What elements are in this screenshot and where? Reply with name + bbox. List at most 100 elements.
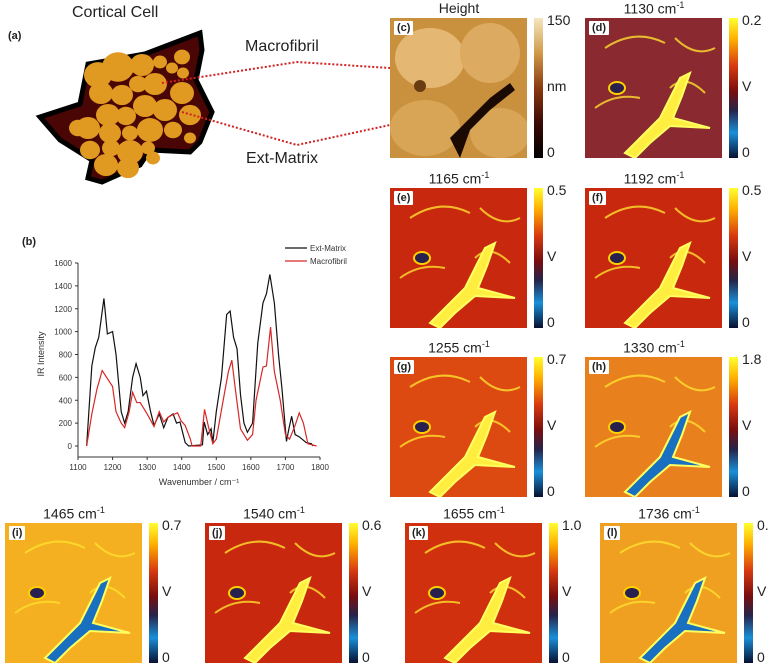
colorbar-unit: V (742, 78, 752, 94)
map-title: 1192 cm-1 (579, 170, 729, 187)
colorbar (549, 523, 558, 663)
colorbar (149, 523, 158, 663)
map-image: (e) (390, 188, 527, 328)
unit-superscript: -1 (481, 339, 490, 349)
macrofibril-circle (133, 94, 157, 118)
y-tick-label: 1000 (54, 328, 72, 337)
map-image: (h) (585, 357, 722, 497)
map-image: (g) (390, 357, 527, 497)
colorbar-min: 0 (742, 144, 750, 160)
map-title: Height (384, 0, 534, 16)
macrofibril-circle (102, 52, 134, 82)
y-tick-label: 800 (59, 351, 73, 360)
unit-superscript: -1 (691, 505, 700, 515)
colorbar-min: 0 (742, 314, 750, 330)
unit-superscript: -1 (676, 339, 685, 349)
y-tick-label: 1400 (54, 282, 72, 291)
map-panel-label: (h) (589, 360, 610, 374)
colorbar-max: 0.2 (742, 12, 762, 28)
colorbar-min: 0 (547, 314, 555, 330)
map-image: (l) (600, 523, 737, 663)
colorbar-min: 0 (757, 649, 765, 665)
map-title-text: 1736 cm (638, 505, 692, 522)
map-title: 1736 cm-1 (594, 505, 744, 522)
colorbar (744, 523, 753, 663)
colorbar-unit: V (757, 583, 767, 599)
x-tick-label: 1100 (69, 463, 87, 472)
unit-superscript: -1 (296, 505, 305, 515)
colorbar-min: 0 (742, 483, 750, 499)
y-tick-label: 400 (59, 396, 73, 405)
map-panel-label: (g) (394, 360, 415, 374)
colorbar-max: 0.5 (547, 182, 567, 198)
colorbar (729, 18, 738, 158)
colorbar-max: 0.7 (162, 517, 182, 533)
colorbar-unit: V (362, 583, 372, 599)
matrix-pointer (181, 111, 390, 147)
macrofibril-circle (117, 157, 139, 179)
colorbar-min: 0 (362, 649, 370, 665)
panel-b-label: (b) (22, 236, 37, 248)
macrofibril-circle (141, 141, 155, 155)
macrofibril-circle (153, 55, 167, 69)
colorbar-unit: V (547, 248, 557, 264)
macrofibril-circle (111, 84, 133, 106)
map-title: 1330 cm-1 (579, 339, 729, 356)
map-image: (c) (390, 18, 527, 158)
map-title: 1465 cm-1 (0, 505, 149, 522)
x-tick-label: 1700 (277, 463, 295, 472)
y-tick-label: 0 (68, 442, 73, 451)
map-title-text: 1655 cm (443, 505, 497, 522)
x-tick-label: 1200 (104, 463, 122, 472)
macrofibril-circle (143, 72, 167, 96)
unit-superscript: -1 (676, 0, 685, 10)
colorbar-max: 0.5 (742, 182, 762, 198)
map-panel-label: (c) (394, 21, 414, 35)
macrofibril-circle (137, 118, 163, 142)
macrofibril-circle (174, 49, 190, 65)
map-title: 1165 cm-1 (384, 170, 534, 187)
colorbar-max: 0.6 (362, 517, 382, 533)
map-title: 1540 cm-1 (199, 505, 349, 522)
map-title-text: 1330 cm (623, 339, 677, 356)
cortical-cell-diagram (35, 29, 390, 185)
x-tick-label: 1500 (207, 463, 225, 472)
macrofibril-circle (69, 119, 87, 137)
macrofibril-circle (96, 103, 120, 127)
map-title: 1655 cm-1 (399, 505, 549, 522)
macrofibril-circle (102, 139, 120, 157)
colorbar-min: 0 (562, 649, 570, 665)
legend-entry: Ext-Matrix (310, 244, 346, 253)
macrofibril-circle (153, 98, 177, 122)
y-tick-label: 1200 (54, 305, 72, 314)
map-image: (k) (405, 523, 542, 663)
x-tick-label: 1300 (138, 463, 156, 472)
macrofibril-circle (146, 151, 160, 165)
map-title: 1255 cm-1 (384, 339, 534, 356)
macrofibril-circle (117, 140, 143, 164)
legend-entry: Macrofibril (310, 257, 347, 266)
colorbar (729, 357, 738, 497)
macrofibril-circle (164, 121, 182, 139)
colorbar (534, 357, 543, 497)
colorbar-unit: V (547, 417, 557, 433)
macrofibril-circle (129, 75, 147, 93)
map-title-text: 1165 cm (428, 170, 482, 187)
series-line-macrofibril (86, 326, 317, 447)
colorbar (534, 188, 543, 328)
colorbar-max: 1.8 (742, 351, 762, 367)
y-tick-label: 200 (59, 419, 73, 428)
unit-superscript: -1 (96, 505, 105, 515)
cortical-cell-title: Cortical Cell (72, 4, 159, 21)
macrofibril-circle (99, 122, 121, 144)
ext-matrix-label: Ext-Matrix (246, 150, 318, 167)
map-title-text: 1255 cm (428, 339, 482, 356)
ir-spectrum-chart: 1100 1200 1300 1400 1500 1600 1700 1800 0 200 400 6… (36, 244, 347, 487)
macrofibril-circle (177, 67, 189, 79)
macrofibril-pointer (161, 60, 390, 84)
map-title-text: 1465 cm (43, 505, 97, 522)
colorbar-min: 0 (547, 144, 555, 160)
y-axis-label: IR Intensity (36, 331, 46, 377)
macrofibril-circle (166, 62, 178, 74)
colorbar (729, 188, 738, 328)
